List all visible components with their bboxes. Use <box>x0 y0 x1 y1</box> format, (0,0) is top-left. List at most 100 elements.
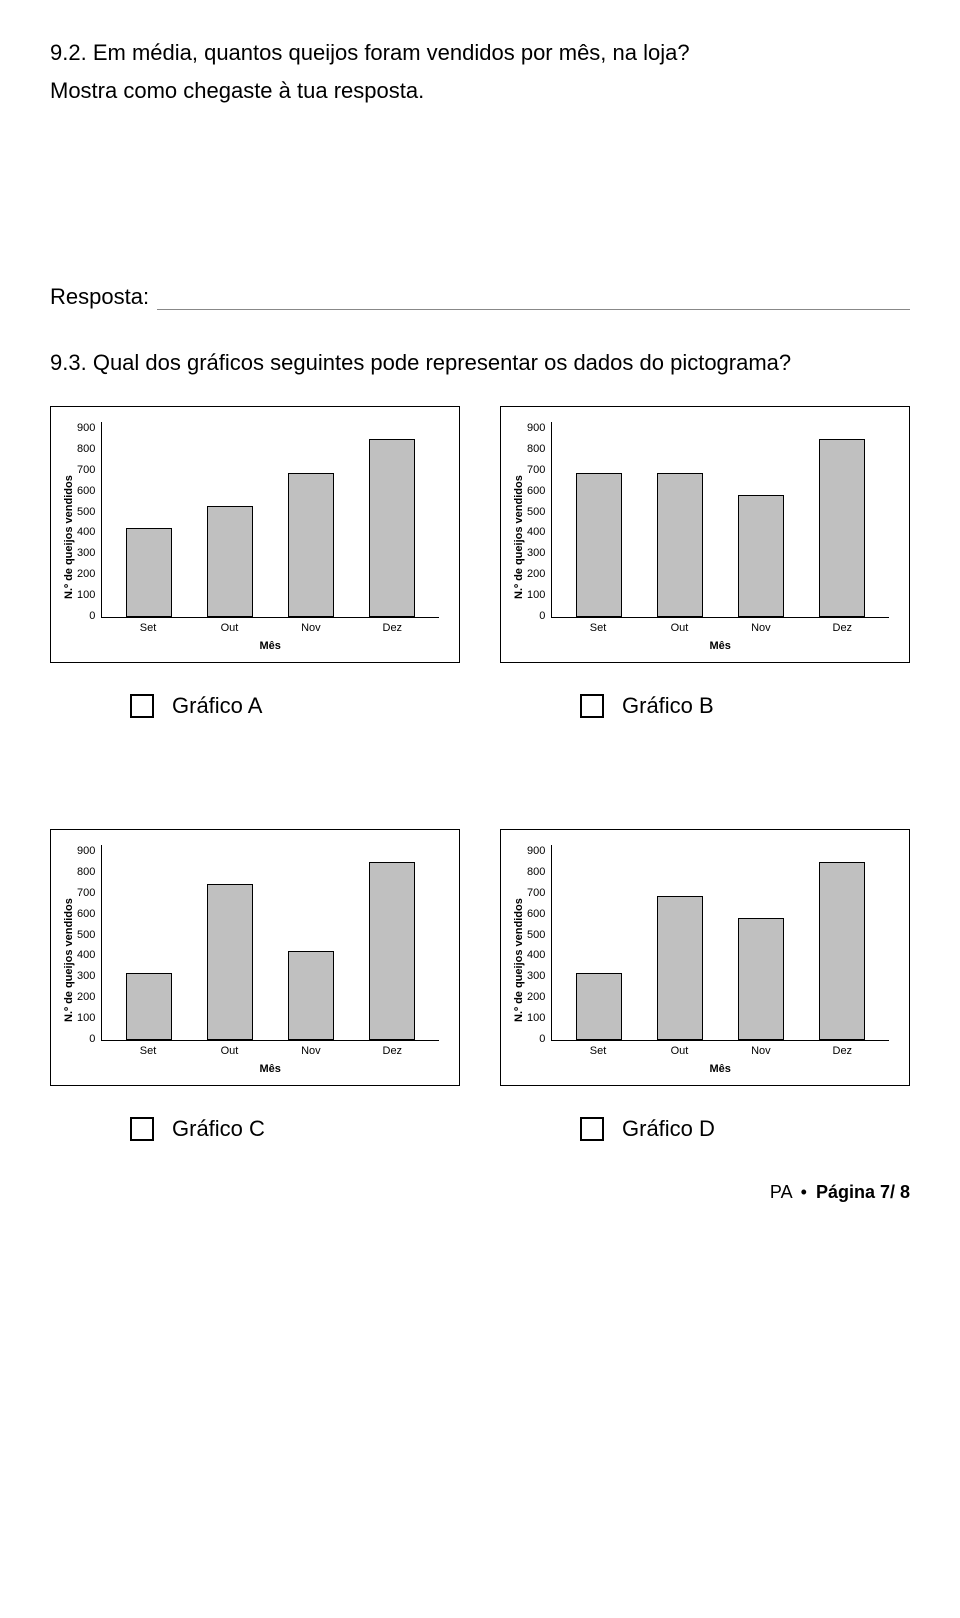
checkbox-label-d: Gráfico D <box>622 1116 715 1142</box>
answer-option-c[interactable]: Gráfico C <box>50 1116 460 1142</box>
checkbox-label-c: Gráfico C <box>172 1116 265 1142</box>
chart-x-label: Mês <box>101 640 439 652</box>
checkbox-c[interactable] <box>130 1117 154 1141</box>
chart-y-ticks: 9008007006005004003002001000 <box>77 422 101 622</box>
x-tick-label: Set <box>575 1045 621 1057</box>
chart-bar <box>576 473 622 617</box>
x-tick-label: Nov <box>738 1045 784 1057</box>
y-tick-label: 300 <box>527 547 545 559</box>
y-tick-label: 400 <box>527 949 545 961</box>
chart-x-ticks: SetOutNovDez <box>101 1041 439 1057</box>
chart-y-label: N.º de queijos vendidos <box>511 845 527 1075</box>
charts-row-2: N.º de queijos vendidos90080070060050040… <box>50 829 910 1086</box>
x-tick-label: Set <box>125 1045 171 1057</box>
answer-option-b[interactable]: Gráfico B <box>500 693 910 719</box>
question-number: 9.3. <box>50 350 87 375</box>
y-tick-label: 0 <box>77 1033 95 1045</box>
y-tick-label: 100 <box>77 589 95 601</box>
chart-y-ticks: 9008007006005004003002001000 <box>77 845 101 1045</box>
chart-bar <box>576 973 622 1040</box>
footer-page: Página 7/ 8 <box>816 1182 910 1202</box>
y-tick-label: 100 <box>527 589 545 601</box>
footer-prefix: PA <box>770 1182 792 1202</box>
x-tick-label: Set <box>575 622 621 634</box>
y-tick-label: 800 <box>77 443 95 455</box>
y-tick-label: 0 <box>527 1033 545 1045</box>
y-tick-label: 500 <box>527 506 545 518</box>
y-tick-label: 600 <box>527 908 545 920</box>
y-tick-label: 700 <box>77 464 95 476</box>
x-tick-label: Dez <box>819 622 865 634</box>
y-tick-label: 800 <box>527 443 545 455</box>
y-tick-label: 200 <box>77 991 95 1003</box>
chart-bar <box>738 495 784 617</box>
y-tick-label: 600 <box>77 485 95 497</box>
y-tick-label: 300 <box>527 970 545 982</box>
y-tick-label: 200 <box>527 991 545 1003</box>
checkbox-row-ab: Gráfico A Gráfico B <box>50 693 910 719</box>
x-tick-label: Out <box>206 622 252 634</box>
y-tick-label: 400 <box>527 526 545 538</box>
y-tick-label: 200 <box>527 568 545 580</box>
chart-d-box: N.º de queijos vendidos900 800 700 600 500 40… <box>500 829 910 1086</box>
x-tick-label: Dez <box>369 1045 415 1057</box>
checkbox-a[interactable] <box>130 694 154 718</box>
charts-row-1: N.º de queijos vendidos90080070060050040… <box>50 406 910 663</box>
y-tick-label: 700 <box>77 887 95 899</box>
chart-y-label: N.º de queijos vendidos <box>511 422 527 652</box>
y-tick-label: 500 <box>527 929 545 941</box>
x-tick-label: Out <box>656 1045 702 1057</box>
chart-plot-area <box>551 845 889 1041</box>
y-tick-label: 400 <box>77 526 95 538</box>
question-body: Em média, quantos queijos foram vendidos… <box>93 40 690 65</box>
chart-bar <box>819 862 865 1040</box>
chart-x-label: Mês <box>551 1063 889 1075</box>
chart-bar <box>126 528 172 617</box>
y-tick-label: 900 <box>77 845 95 857</box>
footer-bullet: • <box>801 1182 807 1202</box>
resposta-row: Resposta: <box>50 284 910 310</box>
question-9-3: 9.3. Qual dos gráficos seguintes pode re… <box>50 350 910 376</box>
chart-bar <box>369 862 415 1040</box>
chart-bar <box>126 973 172 1040</box>
checkbox-b[interactable] <box>580 694 604 718</box>
y-tick-label: 300 <box>77 547 95 559</box>
chart-x-label: Mês <box>551 640 889 652</box>
y-tick-label: 0 <box>77 610 95 622</box>
chart-x-label: Mês <box>101 1063 439 1075</box>
y-tick-label: 200 <box>77 568 95 580</box>
question-9-2: 9.2. Em média, quantos queijos foram ven… <box>50 40 910 66</box>
chart-y-label: N.º de queijos vendidos <box>61 845 77 1075</box>
chart-plot-area <box>551 422 889 618</box>
chart-y-ticks: 9008007006005004003002001000 <box>527 422 551 622</box>
question-number: 9.2. <box>50 40 87 65</box>
chart-plot-area <box>101 845 439 1041</box>
chart-bar <box>657 896 703 1040</box>
chart-b-box: N.º de queijos vendidos90080070060050040… <box>500 406 910 663</box>
chart-bar <box>819 439 865 617</box>
checkbox-d[interactable] <box>580 1117 604 1141</box>
answer-option-a[interactable]: Gráfico A <box>50 693 460 719</box>
x-tick-label: Dez <box>819 1045 865 1057</box>
chart-bar <box>288 473 334 617</box>
chart-y-label: N.º de queijos vendidos <box>61 422 77 652</box>
y-tick-label: 600 <box>77 908 95 920</box>
chart-c-box: N.º de queijos vendidos90080070060050040… <box>50 829 460 1086</box>
y-tick-label: 300 <box>77 970 95 982</box>
resposta-blank-line[interactable] <box>157 288 910 310</box>
y-tick-label: 800 <box>527 866 545 878</box>
chart-bar <box>657 473 703 617</box>
resposta-label: Resposta: <box>50 284 149 310</box>
checkbox-row-cd: Gráfico C Gráfico D <box>50 1116 910 1142</box>
question-body: Qual dos gráficos seguintes pode represe… <box>93 350 791 375</box>
x-tick-label: Nov <box>738 622 784 634</box>
answer-option-d[interactable]: Gráfico D <box>500 1116 910 1142</box>
y-tick-label: 900 <box>527 845 545 857</box>
y-tick-label: 500 <box>77 929 95 941</box>
chart-bar <box>207 884 253 1040</box>
chart-x-ticks: Set Out Nov Dez <box>551 1041 889 1057</box>
page-footer: PA • Página 7/ 8 <box>50 1182 910 1203</box>
checkbox-label-b: Gráfico B <box>622 693 714 719</box>
y-tick-label: 700 <box>527 887 545 899</box>
chart-bar <box>207 506 253 617</box>
